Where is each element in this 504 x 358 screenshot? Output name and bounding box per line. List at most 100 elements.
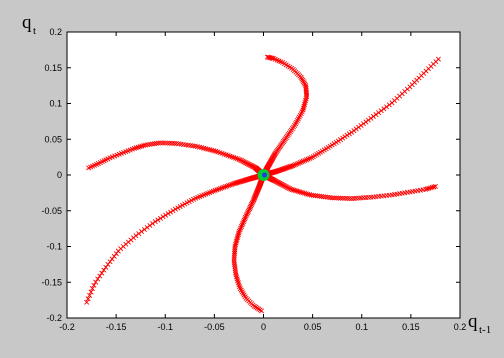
data-point xyxy=(144,224,150,231)
data-point xyxy=(376,110,382,116)
data-point xyxy=(226,183,232,189)
data-point xyxy=(360,121,366,127)
data-point xyxy=(236,228,242,234)
data-point xyxy=(384,104,390,110)
data-point xyxy=(241,217,247,223)
data-point xyxy=(85,296,91,302)
data-point xyxy=(340,195,346,201)
data-point xyxy=(97,273,103,279)
data-point xyxy=(293,161,299,168)
x-tick-label: 0.1 xyxy=(355,322,368,332)
data-point xyxy=(165,211,171,217)
data-point xyxy=(291,162,297,168)
data-point xyxy=(243,213,249,219)
data-point xyxy=(160,214,166,220)
x-axis-label-sub: t-1 xyxy=(479,324,491,336)
data-point xyxy=(231,258,237,264)
data-point xyxy=(296,160,302,166)
data-point xyxy=(290,163,296,169)
y-tick-label: -0.05 xyxy=(41,206,62,216)
data-point xyxy=(300,158,306,164)
data-point xyxy=(84,299,90,305)
data-point xyxy=(247,206,253,212)
data-point xyxy=(335,195,341,201)
data-point xyxy=(152,219,158,225)
data-point xyxy=(329,195,335,201)
y-tick-label: 0 xyxy=(57,170,62,180)
data-point xyxy=(291,187,297,193)
data-point xyxy=(231,256,237,262)
data-point xyxy=(175,205,181,211)
data-point xyxy=(337,195,344,201)
data-point xyxy=(423,186,429,192)
data-point xyxy=(230,181,236,187)
data-point xyxy=(381,106,387,112)
center-marker xyxy=(257,169,270,181)
data-point xyxy=(86,165,92,171)
x-tick-label: -0.2 xyxy=(59,322,75,332)
data-point xyxy=(250,198,256,204)
data-point xyxy=(353,126,359,132)
data-point xyxy=(224,183,230,189)
data-point xyxy=(172,206,178,212)
data-point xyxy=(297,160,303,166)
ticks-layer: -0.2 -0.15 -0.1 -0.05 0 0.05 0.1 0.15 0.2 0.2 0.15… xyxy=(41,27,466,332)
data-point xyxy=(236,230,242,236)
data-point xyxy=(247,204,253,210)
data-point xyxy=(305,191,311,197)
data-point xyxy=(299,159,305,165)
data-point xyxy=(232,180,238,186)
data-point xyxy=(342,134,348,140)
data-point xyxy=(91,282,97,288)
data-point xyxy=(88,289,94,295)
data-point xyxy=(331,195,337,201)
data-point xyxy=(298,189,304,195)
data-point xyxy=(365,117,371,123)
x-tick-label: 0 xyxy=(261,322,266,332)
data-point xyxy=(295,188,301,194)
y-tick-label: 0.2 xyxy=(49,27,62,37)
data-point xyxy=(294,161,300,167)
x-tick-label: -0.15 xyxy=(106,322,127,332)
data-point xyxy=(147,222,153,229)
y-axis-label-sub: t xyxy=(33,25,36,37)
data-point xyxy=(101,267,107,273)
y-tick-label: -0.15 xyxy=(41,277,62,287)
data-point xyxy=(424,186,430,192)
data-point xyxy=(294,188,300,194)
data-point xyxy=(303,84,309,90)
data-point xyxy=(99,270,105,276)
data-point xyxy=(141,226,147,233)
data-point xyxy=(170,208,176,214)
data-point xyxy=(231,254,237,260)
y-tick-label: -0.2 xyxy=(46,313,62,323)
x-axis-label: q xyxy=(468,311,478,332)
data-point xyxy=(150,221,156,227)
data-point xyxy=(349,129,355,135)
data-point xyxy=(266,54,272,60)
data-point xyxy=(249,202,255,208)
x-tick-label: 0.2 xyxy=(454,322,467,332)
data-point xyxy=(333,195,339,201)
y-tick-label: 0.1 xyxy=(49,99,62,109)
data-point xyxy=(368,115,374,121)
data-point xyxy=(245,208,251,214)
data-point xyxy=(373,112,379,118)
data-point xyxy=(346,131,352,137)
data-point xyxy=(431,184,437,190)
data-point xyxy=(139,229,145,235)
data-point xyxy=(432,183,438,189)
data-point xyxy=(105,261,111,267)
data-point xyxy=(103,264,109,270)
data-point xyxy=(297,189,303,195)
center-dot xyxy=(262,172,267,178)
data-point xyxy=(231,260,237,266)
data-point xyxy=(249,200,255,206)
data-point xyxy=(171,140,177,146)
data-point xyxy=(378,108,384,114)
x-tick-label: -0.05 xyxy=(204,322,225,332)
data-point xyxy=(163,212,169,218)
data-point xyxy=(179,202,185,208)
data-point xyxy=(87,292,93,298)
